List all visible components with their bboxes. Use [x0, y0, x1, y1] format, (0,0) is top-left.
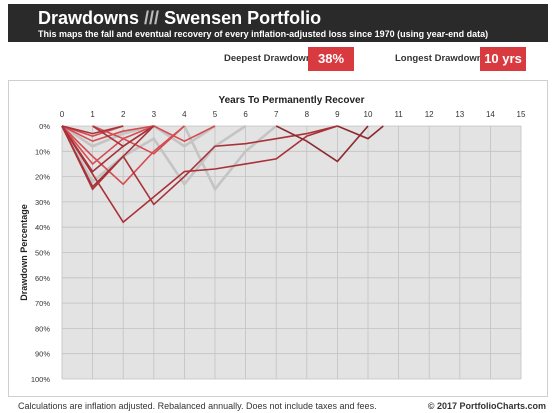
x-tick-label: 14: [486, 110, 495, 119]
x-tick-label: 2: [121, 110, 126, 119]
longest-drawdown-label: Longest Drawdown: [395, 53, 483, 64]
y-tick-label: 0%: [39, 122, 50, 131]
drawdown-series-4: [153, 124, 216, 148]
header-bar: Drawdowns /// Swensen Portfolio This map…: [8, 4, 548, 42]
drawdown-series-7: [61, 125, 185, 186]
series-lines: [60, 124, 384, 224]
drawdown-series-17: [275, 125, 369, 163]
page-title: Drawdowns /// Swensen Portfolio: [38, 8, 538, 28]
title-portfolio: Swensen Portfolio: [164, 8, 322, 28]
x-tick-label: 11: [394, 110, 403, 119]
chart-frame: Years To Permanently Recover Drawdown Pe…: [8, 80, 548, 397]
x-tick-label: 10: [364, 110, 373, 119]
drawdown-series-14: [61, 125, 338, 224]
drawdown-series-9: [92, 125, 155, 140]
drawdown-chart: Years To Permanently Recover Drawdown Pe…: [19, 95, 526, 384]
page-subtitle: This maps the fall and eventual recovery…: [38, 29, 489, 39]
y-tick-label: 30%: [35, 198, 50, 207]
x-tick-label: 15: [517, 110, 526, 119]
drawdown-series-11: [61, 125, 124, 135]
title-separator: ///: [144, 8, 160, 28]
drawdown-series-16: [92, 125, 155, 148]
y-axis-label: Drawdown Percentage: [19, 204, 29, 301]
deepest-drawdown-label: Deepest Drawdown: [224, 53, 312, 64]
x-tick-label: 13: [455, 110, 464, 119]
x-tick-label: 12: [425, 110, 434, 119]
footer-note: Calculations are inflation adjusted. Reb…: [18, 401, 377, 411]
drawdown-series-18: [337, 125, 384, 140]
y-tick-label: 20%: [35, 173, 50, 182]
y-tick-label: 100%: [31, 375, 51, 384]
drawdown-series-10: [153, 125, 216, 143]
x-tick-label: 4: [182, 110, 187, 119]
stats-bar: Deepest Drawdown 38% Longest Drawdown 10…: [8, 46, 548, 72]
drawdown-series-2: [61, 124, 155, 148]
y-tick-label: 80%: [35, 324, 50, 333]
drawdown-series-15: [61, 125, 338, 206]
y-tick-label: 90%: [35, 350, 50, 359]
chart-title: Years To Permanently Recover: [219, 95, 365, 106]
x-tick-label: 6: [243, 110, 248, 119]
y-tick-label: 60%: [35, 274, 50, 283]
x-tick-label: 3: [152, 110, 157, 119]
x-tick-label: 8: [305, 110, 310, 119]
y-axis-ticks: 0% 10% 20% 30% 40% 50% 60% 70% 80% 90% 100%: [31, 122, 51, 384]
longest-drawdown-value: 10 yrs: [480, 47, 526, 71]
title-main: Drawdowns: [38, 8, 140, 28]
drawdown-series-5: [61, 125, 124, 137]
y-tick-label: 70%: [35, 299, 50, 308]
x-axis-ticks: 0 1 2 3 4 5 6 7 8 9 10 11 12 13 14 15: [60, 110, 526, 119]
y-tick-label: 40%: [35, 223, 50, 232]
x-tick-label: 7: [274, 110, 279, 119]
x-tick-label: 9: [335, 110, 340, 119]
x-tick-label: 0: [60, 110, 65, 119]
x-tick-label: 1: [90, 110, 95, 119]
copyright: © 2017 PortfolioCharts.com: [427, 401, 546, 411]
deepest-drawdown-value: 38%: [308, 47, 354, 71]
x-tick-label: 5: [213, 110, 218, 119]
y-tick-label: 50%: [35, 249, 50, 258]
drawdown-series-3: [183, 124, 278, 192]
y-tick-label: 10%: [35, 147, 50, 156]
grid-lines: [61, 125, 522, 380]
footer: Calculations are inflation adjusted. Reb…: [0, 400, 556, 413]
